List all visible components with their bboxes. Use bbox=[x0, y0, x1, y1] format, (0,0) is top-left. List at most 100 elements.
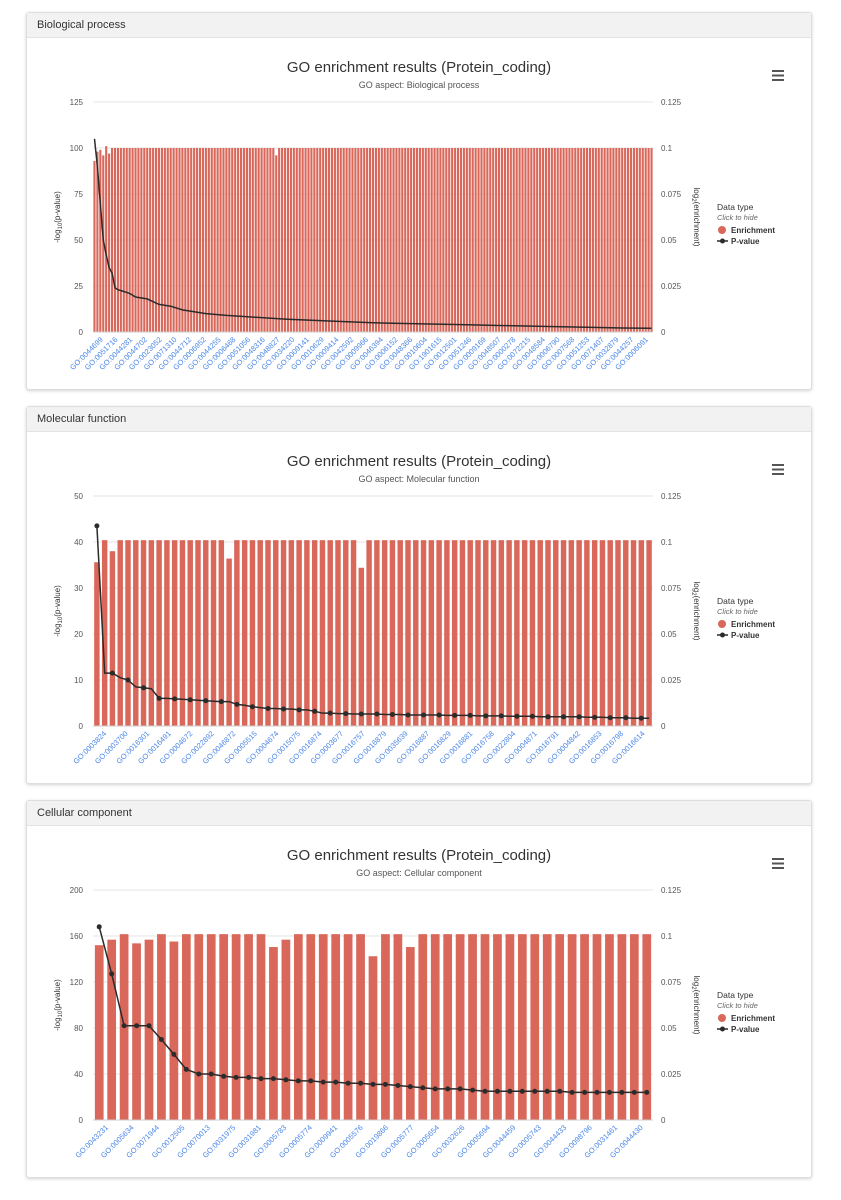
pvalue-point bbox=[296, 707, 302, 713]
enrichment-bar bbox=[363, 148, 366, 332]
pvalue-point bbox=[146, 1023, 152, 1029]
enrichment-bar bbox=[366, 148, 369, 332]
right-tick-label: 0.05 bbox=[661, 630, 677, 639]
enrichment-bar bbox=[318, 934, 328, 1120]
pvalue-point bbox=[218, 699, 224, 705]
pvalue-point bbox=[470, 1087, 476, 1093]
enrichment-bar bbox=[273, 540, 279, 726]
pvalue-point bbox=[283, 1077, 289, 1083]
enrichment-bar bbox=[553, 540, 559, 726]
enrichment-bar bbox=[442, 148, 445, 332]
enrichment-bar bbox=[474, 148, 477, 332]
enrichment-bar bbox=[395, 148, 398, 332]
right-tick-label: 0.05 bbox=[661, 236, 677, 245]
enrichment-bar bbox=[413, 540, 419, 726]
hamburger-menu-icon[interactable] bbox=[769, 68, 787, 82]
enrichment-bar bbox=[451, 540, 458, 726]
hamburger-menu-icon[interactable] bbox=[769, 856, 787, 870]
left-tick-label: 100 bbox=[70, 144, 84, 153]
right-tick-label: 0.125 bbox=[661, 98, 682, 107]
left-tick-label: 50 bbox=[74, 236, 83, 245]
legend-item-enrichment[interactable]: Enrichment bbox=[718, 1014, 775, 1023]
legend-subtitle: Click to hide bbox=[717, 213, 758, 222]
pvalue-point bbox=[343, 711, 349, 717]
enrichment-bar bbox=[157, 934, 166, 1120]
enrichment-bar bbox=[248, 148, 251, 332]
enrichment-bar bbox=[157, 148, 161, 332]
enrichment-bar bbox=[389, 148, 392, 332]
left-tick-label: 20 bbox=[74, 630, 83, 639]
enrichment-bar bbox=[231, 148, 234, 332]
enrichment-bar bbox=[234, 540, 240, 726]
legend-subtitle: Click to hide bbox=[717, 607, 758, 616]
pvalue-point bbox=[607, 715, 613, 721]
legend-title: Data type bbox=[717, 202, 754, 212]
legend-item-pvalue[interactable]: P-value bbox=[717, 237, 760, 246]
enrichment-bar bbox=[319, 148, 322, 332]
enrichment-bar bbox=[368, 956, 378, 1120]
left-tick-label: 0 bbox=[79, 328, 84, 337]
legend-item-pvalue[interactable]: P-value bbox=[717, 1025, 760, 1034]
enrichment-bar bbox=[512, 148, 515, 332]
legend-label-pvalue: P-value bbox=[731, 237, 760, 246]
enrichment-bar bbox=[506, 148, 509, 332]
enrichment-bar bbox=[560, 540, 567, 726]
enrichment-bar bbox=[445, 148, 448, 332]
right-tick-label: 0.025 bbox=[661, 282, 682, 291]
y-axis-right-label: log2(enrichment) bbox=[690, 582, 701, 641]
right-tick-label: 0.025 bbox=[661, 676, 682, 685]
enrichment-bar bbox=[389, 540, 396, 726]
enrichment-bar bbox=[550, 148, 553, 332]
enrichment-bar bbox=[503, 148, 506, 332]
enrichment-bar bbox=[436, 148, 439, 332]
enrichment-bar bbox=[428, 540, 435, 726]
pvalue-point bbox=[432, 1086, 438, 1092]
enrichment-bar bbox=[193, 148, 196, 332]
panel-molecular-function: Molecular function GO enrichment results… bbox=[26, 406, 812, 784]
enrichment-bar bbox=[207, 148, 210, 332]
chart-container: GO enrichment results (Protein_coding) GO… bbox=[27, 826, 811, 1178]
enrichment-bar bbox=[439, 148, 442, 332]
pvalue-point bbox=[109, 670, 115, 676]
enrichment-bar bbox=[269, 947, 278, 1120]
enrichment-bar bbox=[521, 540, 528, 726]
pvalue-point bbox=[498, 713, 504, 719]
enrichment-bar bbox=[597, 148, 600, 332]
enrichment-bar bbox=[358, 567, 365, 726]
enrichment-bar bbox=[506, 540, 512, 726]
enrichment-bar bbox=[113, 148, 117, 332]
enrichment-bar bbox=[609, 148, 612, 332]
enrichment-bar bbox=[198, 148, 202, 332]
enrichment-bar bbox=[105, 146, 108, 332]
hamburger-menu-icon[interactable] bbox=[769, 462, 787, 476]
legend-item-pvalue[interactable]: P-value bbox=[717, 631, 760, 640]
legend-item-enrichment[interactable]: Enrichment bbox=[718, 226, 775, 235]
enrichment-bar bbox=[424, 148, 427, 332]
enrichment-bar bbox=[110, 148, 114, 332]
panel-header: Biological process bbox=[27, 13, 811, 38]
pvalue-point bbox=[158, 1037, 164, 1042]
enrichment-legend-icon bbox=[718, 620, 726, 628]
enrichment-bar bbox=[650, 148, 653, 332]
enrichment-bar bbox=[244, 934, 253, 1120]
chart-container: GO enrichment results (Protein_coding) GO… bbox=[27, 38, 811, 390]
enrichment-series bbox=[94, 934, 652, 1120]
pvalue-point bbox=[421, 712, 427, 718]
enrichment-bar bbox=[257, 148, 260, 332]
enrichment-bar bbox=[117, 540, 123, 726]
enrichment-bar bbox=[571, 148, 574, 332]
pvalue-point bbox=[445, 1086, 451, 1092]
enrichment-bar bbox=[356, 934, 365, 1120]
enrichment-bar bbox=[477, 148, 480, 332]
enrichment-bar bbox=[553, 148, 556, 332]
left-tick-label: 25 bbox=[74, 282, 83, 291]
enrichment-bar bbox=[307, 148, 310, 332]
enrichment-bar bbox=[533, 148, 536, 332]
right-tick-label: 0.025 bbox=[661, 1070, 682, 1079]
legend-item-enrichment[interactable]: Enrichment bbox=[718, 620, 775, 629]
enrichment-bar bbox=[498, 540, 505, 726]
enrichment-bar bbox=[304, 148, 307, 332]
enrichment-bar bbox=[392, 148, 395, 332]
pvalue-point bbox=[606, 1089, 612, 1095]
enrichment-bar bbox=[401, 148, 404, 332]
